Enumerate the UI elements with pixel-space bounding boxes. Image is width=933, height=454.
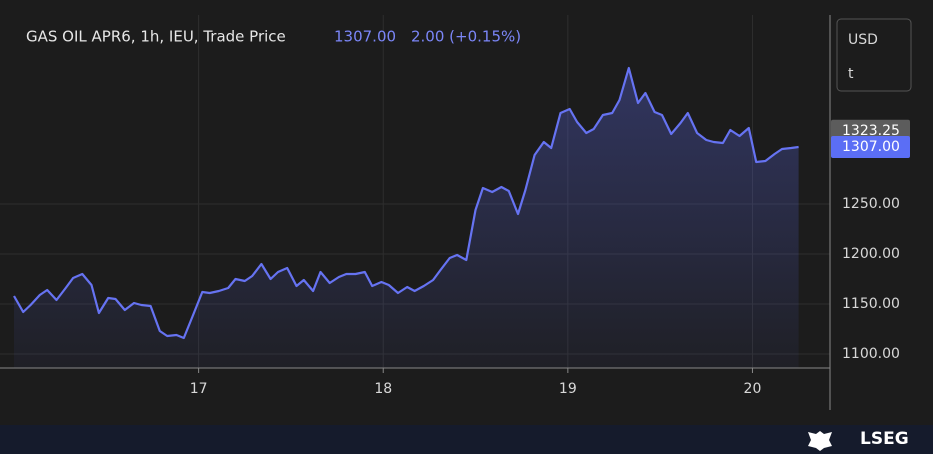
chart-title: GAS OIL APR6, 1h, IEU, Trade Price: [26, 28, 286, 46]
x-tick-label: 19: [559, 381, 577, 397]
logo: LSEG: [860, 429, 909, 449]
y-tick-label: 1150.00: [842, 296, 900, 312]
price-badge-label: 1323.25: [842, 123, 900, 139]
x-tick-label: 17: [190, 381, 208, 397]
y-tick-label: 1100.00: [842, 346, 900, 362]
x-tick-label: 20: [744, 381, 762, 397]
price-line: [13, 66, 799, 340]
unit-box[interactable]: [836, 18, 912, 92]
price-change: 2.00 (+0.15%): [411, 28, 521, 46]
price-badge: [831, 136, 910, 158]
y-tick-label: 1200.00: [842, 246, 900, 262]
last-price: 1307.00: [334, 28, 396, 46]
unit: t: [848, 66, 854, 82]
logo-icon: [808, 431, 832, 451]
y-tick-label: 1250.00: [842, 196, 900, 212]
price-badge-label: 1307.00: [842, 139, 900, 155]
x-tick-label: 18: [374, 381, 392, 397]
footer: [0, 425, 933, 454]
currency: USD: [848, 32, 878, 48]
